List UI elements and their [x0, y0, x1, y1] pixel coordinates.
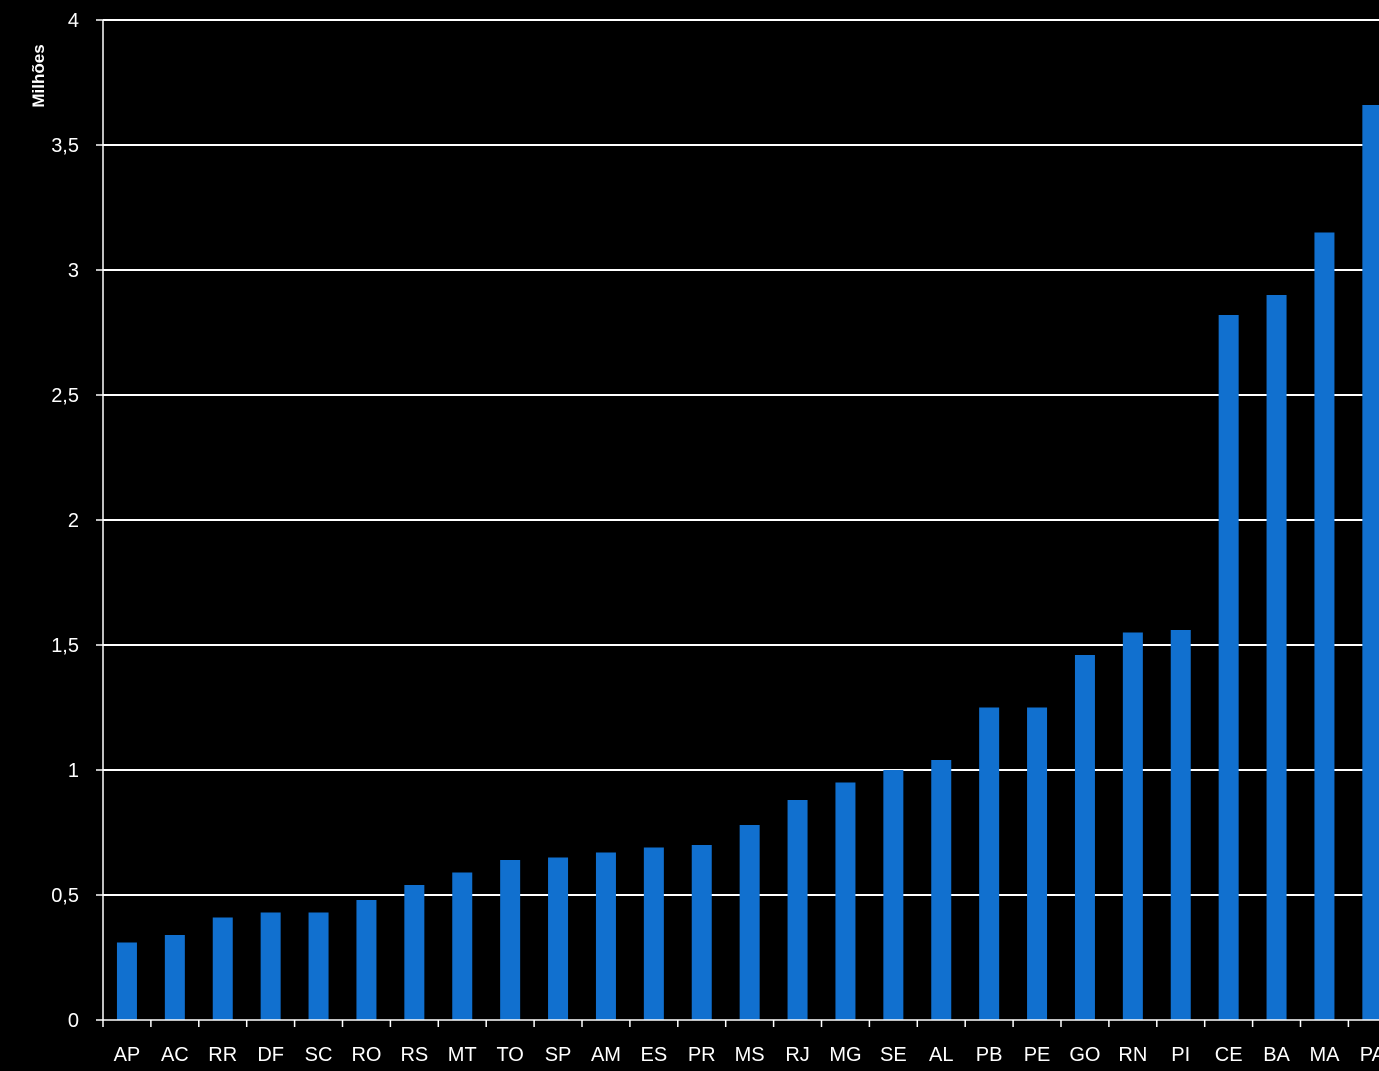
bar-pa — [1362, 105, 1379, 1020]
y-tick-label: 0 — [68, 1010, 79, 1032]
bar-am — [595, 852, 616, 1020]
bar-rs — [404, 885, 425, 1020]
x-tick-label: AL — [929, 1044, 953, 1066]
x-tick-label: SC — [305, 1044, 333, 1066]
y-tick-label: 3 — [68, 260, 79, 282]
x-tick-label: PB — [976, 1044, 1003, 1066]
x-tick-label: DF — [257, 1044, 284, 1066]
x-tick-label: SP — [545, 1044, 572, 1066]
bar-df — [260, 912, 281, 1020]
bar-pb — [979, 707, 1000, 1020]
bar-rj — [787, 800, 808, 1020]
bar-ba — [1266, 295, 1287, 1020]
x-tick-label: TO — [496, 1044, 523, 1066]
bar-al — [931, 760, 952, 1020]
bars — [116, 105, 1379, 1020]
x-tick-label: GO — [1069, 1044, 1100, 1066]
bar-mt — [452, 872, 473, 1020]
x-tick-label: PI — [1171, 1044, 1190, 1066]
bar-ap — [116, 942, 137, 1020]
bar-to — [500, 860, 521, 1020]
bar-sp — [548, 857, 569, 1020]
bar-pi — [1170, 630, 1191, 1020]
x-tick-label: CE — [1215, 1044, 1243, 1066]
x-tick-label: RN — [1118, 1044, 1147, 1066]
bar-se — [883, 770, 904, 1020]
bar-ro — [356, 900, 377, 1020]
bar-ce — [1218, 315, 1239, 1020]
x-tick-label: RS — [400, 1044, 428, 1066]
x-tick-label: PA — [1360, 1044, 1379, 1066]
y-tick-label: 0,5 — [51, 885, 79, 907]
bar-ms — [739, 825, 760, 1020]
y-axis-label: Milhões — [29, 44, 48, 107]
x-tick-label: AM — [591, 1044, 621, 1066]
bar-ma — [1314, 232, 1335, 1020]
bar-mg — [835, 782, 856, 1020]
y-tick-label: 2 — [68, 510, 79, 532]
x-tick-label: MG — [829, 1044, 861, 1066]
bar-go — [1074, 655, 1095, 1020]
x-tick-labels: AP AC RR DF SC RO RS MT TO SP AM ES PR MS RJ MG SE AL PB PE… — [114, 1044, 1379, 1066]
x-tick-label: PE — [1024, 1044, 1051, 1066]
x-tick-label: MA — [1309, 1044, 1340, 1066]
axes — [96, 19, 1379, 1027]
bar-es — [643, 847, 664, 1020]
x-tick-label: AP — [114, 1044, 141, 1066]
x-tick-label: MS — [735, 1044, 765, 1066]
bar-sc — [308, 912, 329, 1020]
y-tick-labels: 0 0,5 1 1,5 2 2,5 3 3,5 4 — [51, 10, 79, 1032]
x-tick-label: RR — [208, 1044, 237, 1066]
x-tick-label: SE — [880, 1044, 907, 1066]
y-tick-label: 4 — [68, 10, 79, 32]
y-tick-label: 1,5 — [51, 635, 79, 657]
y-tick-label: 1 — [68, 760, 79, 782]
bar-rr — [212, 917, 233, 1020]
x-tick-label: RO — [351, 1044, 381, 1066]
x-tick-label: MT — [448, 1044, 477, 1066]
bar-rn — [1122, 632, 1143, 1020]
x-tick-label: ES — [641, 1044, 668, 1066]
bar-ac — [164, 935, 185, 1020]
bar-pe — [1027, 707, 1048, 1020]
grid-lines — [103, 19, 1379, 896]
bar-pr — [691, 845, 712, 1020]
x-tick-label: PR — [688, 1044, 716, 1066]
y-tick-label: 3,5 — [51, 135, 79, 157]
x-tick-label: AC — [161, 1044, 189, 1066]
x-tick-label: RJ — [785, 1044, 809, 1066]
y-tick-label: 2,5 — [51, 385, 79, 407]
x-tick-label: BA — [1263, 1044, 1290, 1066]
